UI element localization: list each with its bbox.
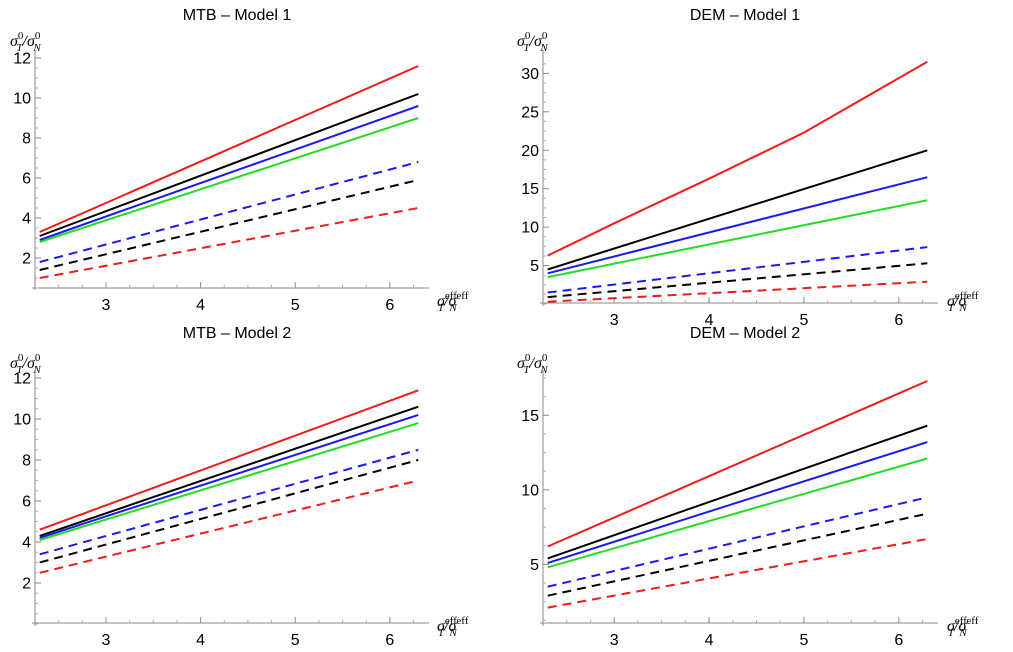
series-line-green-solid [547,199,928,279]
x-axis-label: σeff T/σeff N [947,290,979,314]
y-tick-label: 15 [521,408,539,425]
y-tick-label: 2 [22,576,31,593]
x-tick-label: 4 [196,297,205,314]
y-tick-label: 12 [13,51,31,68]
chart-title: MTB – Model 1 [183,7,292,24]
y-axis-label: σ0 T/σ0 N [10,30,41,54]
chart-title: MTB – Model 2 [183,325,292,342]
x-axis-label: σeff T/σeff N [437,290,469,314]
y-tick-label: 20 [521,143,539,160]
y-tick-label: 4 [22,211,31,228]
y-tick-label: 4 [22,535,31,552]
y-tick-label: 10 [13,91,31,108]
x-tick-label: 3 [102,297,111,314]
chart-title: DEM – Model 1 [690,7,800,24]
x-axis-label: σeff T/σeff N [947,615,979,639]
y-tick-label: 8 [22,453,31,470]
y-axis-label: σ0 T/σ0 N [517,30,548,54]
y-axis-label: σ0 T/σ0 N [517,352,548,376]
y-tick-label: 10 [13,412,31,429]
series-line-black-dashed [39,459,419,564]
series-line-blue-dashed [39,448,419,556]
y-tick-label: 5 [530,258,539,275]
y-tick-label: 25 [521,104,539,121]
series-line-red-dashed [547,538,928,609]
x-tick-label: 6 [385,297,394,314]
series-line-black-dashed [547,262,928,299]
series-line-red-dashed [547,280,928,303]
y-tick-label: 8 [22,131,31,148]
x-tick-label: 3 [610,312,619,329]
x-tick-label: 5 [799,632,808,649]
y-tick-label: 10 [521,482,539,499]
x-tick-label: 6 [385,632,394,649]
x-tick-label: 5 [799,312,808,329]
x-tick-label: 4 [705,632,714,649]
y-tick-label: 12 [13,371,31,388]
series-line-black-solid [39,93,419,237]
series-line-blue-dashed [39,161,419,263]
y-tick-label: 2 [22,251,31,268]
series-line-black-solid [547,424,928,560]
chart-panel-1: MTB – Model 1 2 4 6 8 10 12 3 4 5 6 σ0 T/σ0 N σeff T/σe… [10,7,469,314]
series-line-black-dashed [39,179,419,271]
y-tick-label: 6 [22,171,31,188]
series-line-blue-dashed [547,496,928,588]
x-tick-label: 6 [894,632,903,649]
x-tick-label: 4 [196,632,205,649]
x-tick-label: 4 [705,312,714,329]
series-line-green-solid [547,457,928,569]
x-tick-label: 6 [894,312,903,329]
y-tick-label: 6 [22,494,31,511]
chart-title: DEM – Model 2 [690,325,800,342]
series-line-green-solid [39,117,419,243]
x-tick-label: 3 [610,632,619,649]
chart-panel-4: DEM – Model 2 5 10 15 3 4 5 6 σ0 T/σ0 N σeff T/σeff N [517,325,979,649]
series-line-blue-dashed [547,246,928,294]
y-tick-label: 30 [521,66,539,83]
series-line-red-solid [547,380,928,548]
x-tick-label: 5 [291,632,300,649]
chart-panel-2: DEM – Model 1 5 10 15 20 25 30 3 4 5 6 σ0 T/σ0 N σeff T… [517,7,979,329]
x-tick-label: 5 [291,297,300,314]
series-line-black-dashed [547,512,928,597]
x-tick-label: 3 [102,632,111,649]
series-line-blue-solid [547,441,928,564]
x-axis-label: σeff T/σeff N [437,615,469,639]
series-line-red-solid [39,65,419,233]
series-line-red-dashed [39,479,419,574]
series-line-red-solid [39,389,419,531]
y-tick-label: 10 [521,220,539,237]
y-axis-label: σ0 T/σ0 N [10,352,41,376]
series-line-green-solid [39,422,419,541]
series-line-red-solid [547,60,928,257]
series-line-black-solid [547,149,928,271]
y-tick-label: 15 [521,181,539,198]
series-line-red-dashed [39,207,419,279]
y-tick-label: 5 [530,557,539,574]
series-line-blue-solid [547,176,928,275]
series-line-blue-solid [39,105,419,241]
series-line-black-solid [39,405,419,537]
chart-panel-3: MTB – Model 2 2 4 6 8 10 12 3 4 5 6 σ0 T/σ0 N σeff T/σe… [10,325,469,649]
series-line-blue-solid [39,413,419,539]
